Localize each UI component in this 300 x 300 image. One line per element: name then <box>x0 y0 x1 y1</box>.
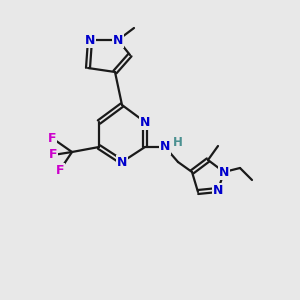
Text: F: F <box>49 148 57 161</box>
Text: N: N <box>85 34 95 46</box>
Text: F: F <box>56 164 64 176</box>
Text: N: N <box>160 140 170 154</box>
Text: N: N <box>213 184 223 196</box>
Text: N: N <box>113 34 123 46</box>
Text: H: H <box>173 136 183 148</box>
Text: N: N <box>219 166 229 178</box>
Text: N: N <box>117 155 127 169</box>
Text: N: N <box>140 116 150 128</box>
Text: F: F <box>48 131 56 145</box>
